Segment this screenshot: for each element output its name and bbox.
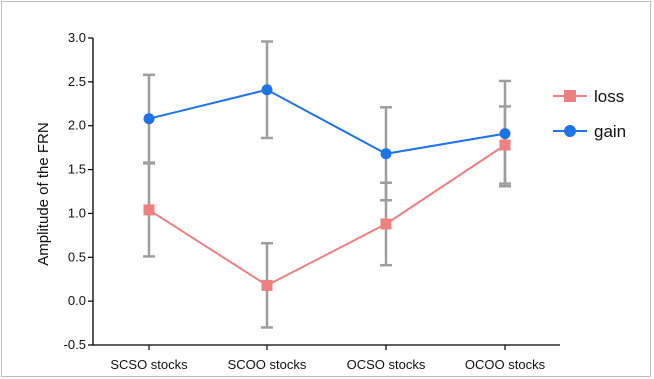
loss-point — [143, 204, 155, 216]
loss-point — [499, 139, 511, 151]
gain-series-line — [148, 88, 506, 155]
legend-label-gain: gain — [594, 122, 626, 141]
x-category-label: OCSO stocks — [347, 357, 426, 372]
y-tick-label: 2.5 — [68, 74, 86, 89]
y-tick-label: 0.5 — [68, 249, 86, 264]
y-tick-label: 0.0 — [68, 293, 86, 308]
loss-point — [261, 279, 273, 291]
y-axis-title: Amplitude of the FRN — [35, 122, 52, 265]
y-tick-label: -0.5 — [64, 337, 86, 352]
gain-legend-marker — [564, 125, 576, 137]
gain-point — [143, 113, 155, 125]
legend-label-loss: loss — [594, 87, 624, 106]
legend: loss gain — [553, 87, 626, 141]
y-ticks: 3.0 2.5 2.0 1.5 1.0 0.5 0.0 -0.5 — [64, 30, 93, 352]
y-tick-label: 1.5 — [68, 162, 86, 177]
x-category-label: SCOO stocks — [228, 357, 307, 372]
gain-point — [261, 84, 273, 96]
axes — [92, 38, 560, 346]
gain-point — [380, 148, 392, 160]
loss-series-line — [148, 144, 506, 287]
x-category-labels: SCSO stocks SCOO stocks OCSO stocks OCOO st… — [110, 345, 546, 372]
gain-point — [499, 128, 511, 140]
loss-point — [380, 218, 392, 230]
x-category-label: OCOO stocks — [465, 357, 546, 372]
series-layer — [143, 40, 511, 329]
x-category-label: SCSO stocks — [110, 357, 188, 372]
y-tick-label: 2.0 — [68, 118, 86, 133]
y-tick-label: 3.0 — [68, 30, 86, 45]
y-tick-label: 1.0 — [68, 205, 86, 220]
loss-legend-marker — [564, 90, 576, 102]
